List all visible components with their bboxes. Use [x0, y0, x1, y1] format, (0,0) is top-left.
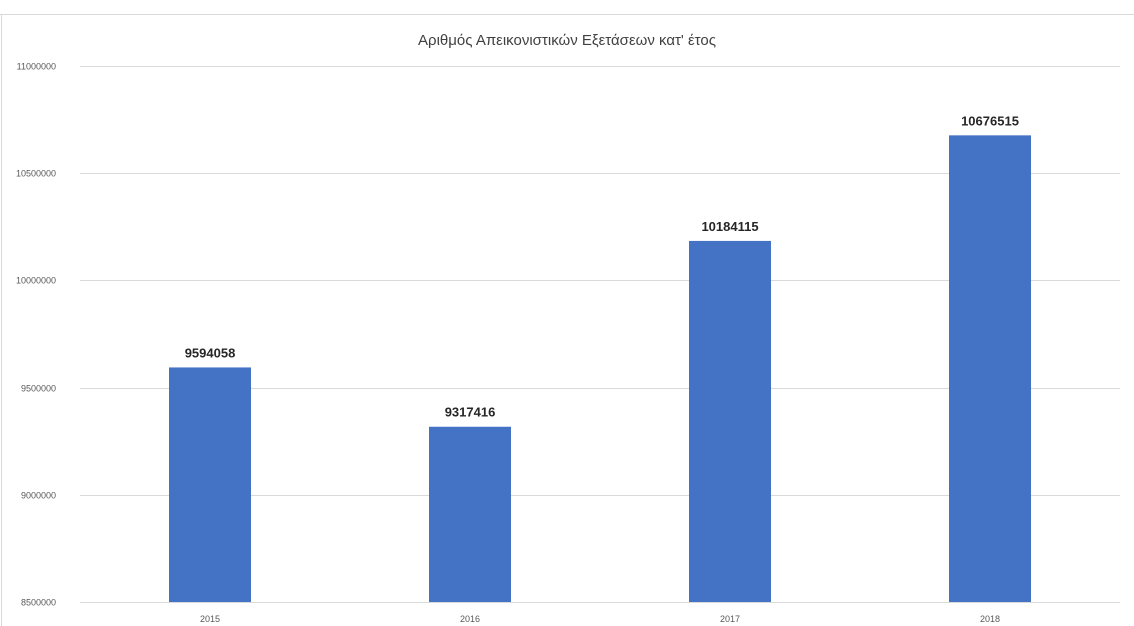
data-label-2018: 10676515	[961, 113, 1019, 128]
y-tick-label: 10000000	[16, 276, 56, 286]
y-tick-label: 9500000	[21, 384, 56, 394]
bar-2017	[689, 240, 771, 602]
x-tick-label-2015: 2015	[200, 614, 220, 624]
data-labels: 9594058 9317416 10184115 10676515	[185, 113, 1019, 419]
gridlines	[80, 66, 1120, 603]
bar-2018	[949, 135, 1031, 603]
x-tick-label-2018: 2018	[980, 614, 1000, 624]
data-label-2015: 9594058	[185, 345, 236, 360]
chart-border-top	[0, 14, 1134, 15]
chart-border-left	[1, 14, 2, 626]
chart-title: Αριθμός Απεικονιστικών Εξετάσεων κατ' έτ…	[418, 32, 716, 49]
bars	[169, 135, 1031, 603]
y-tick-label: 9000000	[21, 491, 56, 501]
x-tick-label-2017: 2017	[720, 614, 740, 624]
y-tick-label: 8500000	[21, 598, 56, 608]
data-label-2016: 9317416	[445, 405, 496, 420]
bar-2015	[169, 367, 251, 602]
bar-2016	[429, 426, 511, 602]
y-tick-label: 11000000	[17, 62, 56, 72]
y-tick-label: 10500000	[16, 169, 56, 179]
data-label-2017: 10184115	[701, 219, 758, 234]
x-axis-ticks: 2015 2016 2017 2018	[200, 614, 1000, 624]
y-axis-ticks: 8500000 9000000 9500000 10000000 10500000 110…	[16, 62, 56, 608]
x-tick-label-2016: 2016	[460, 614, 480, 624]
